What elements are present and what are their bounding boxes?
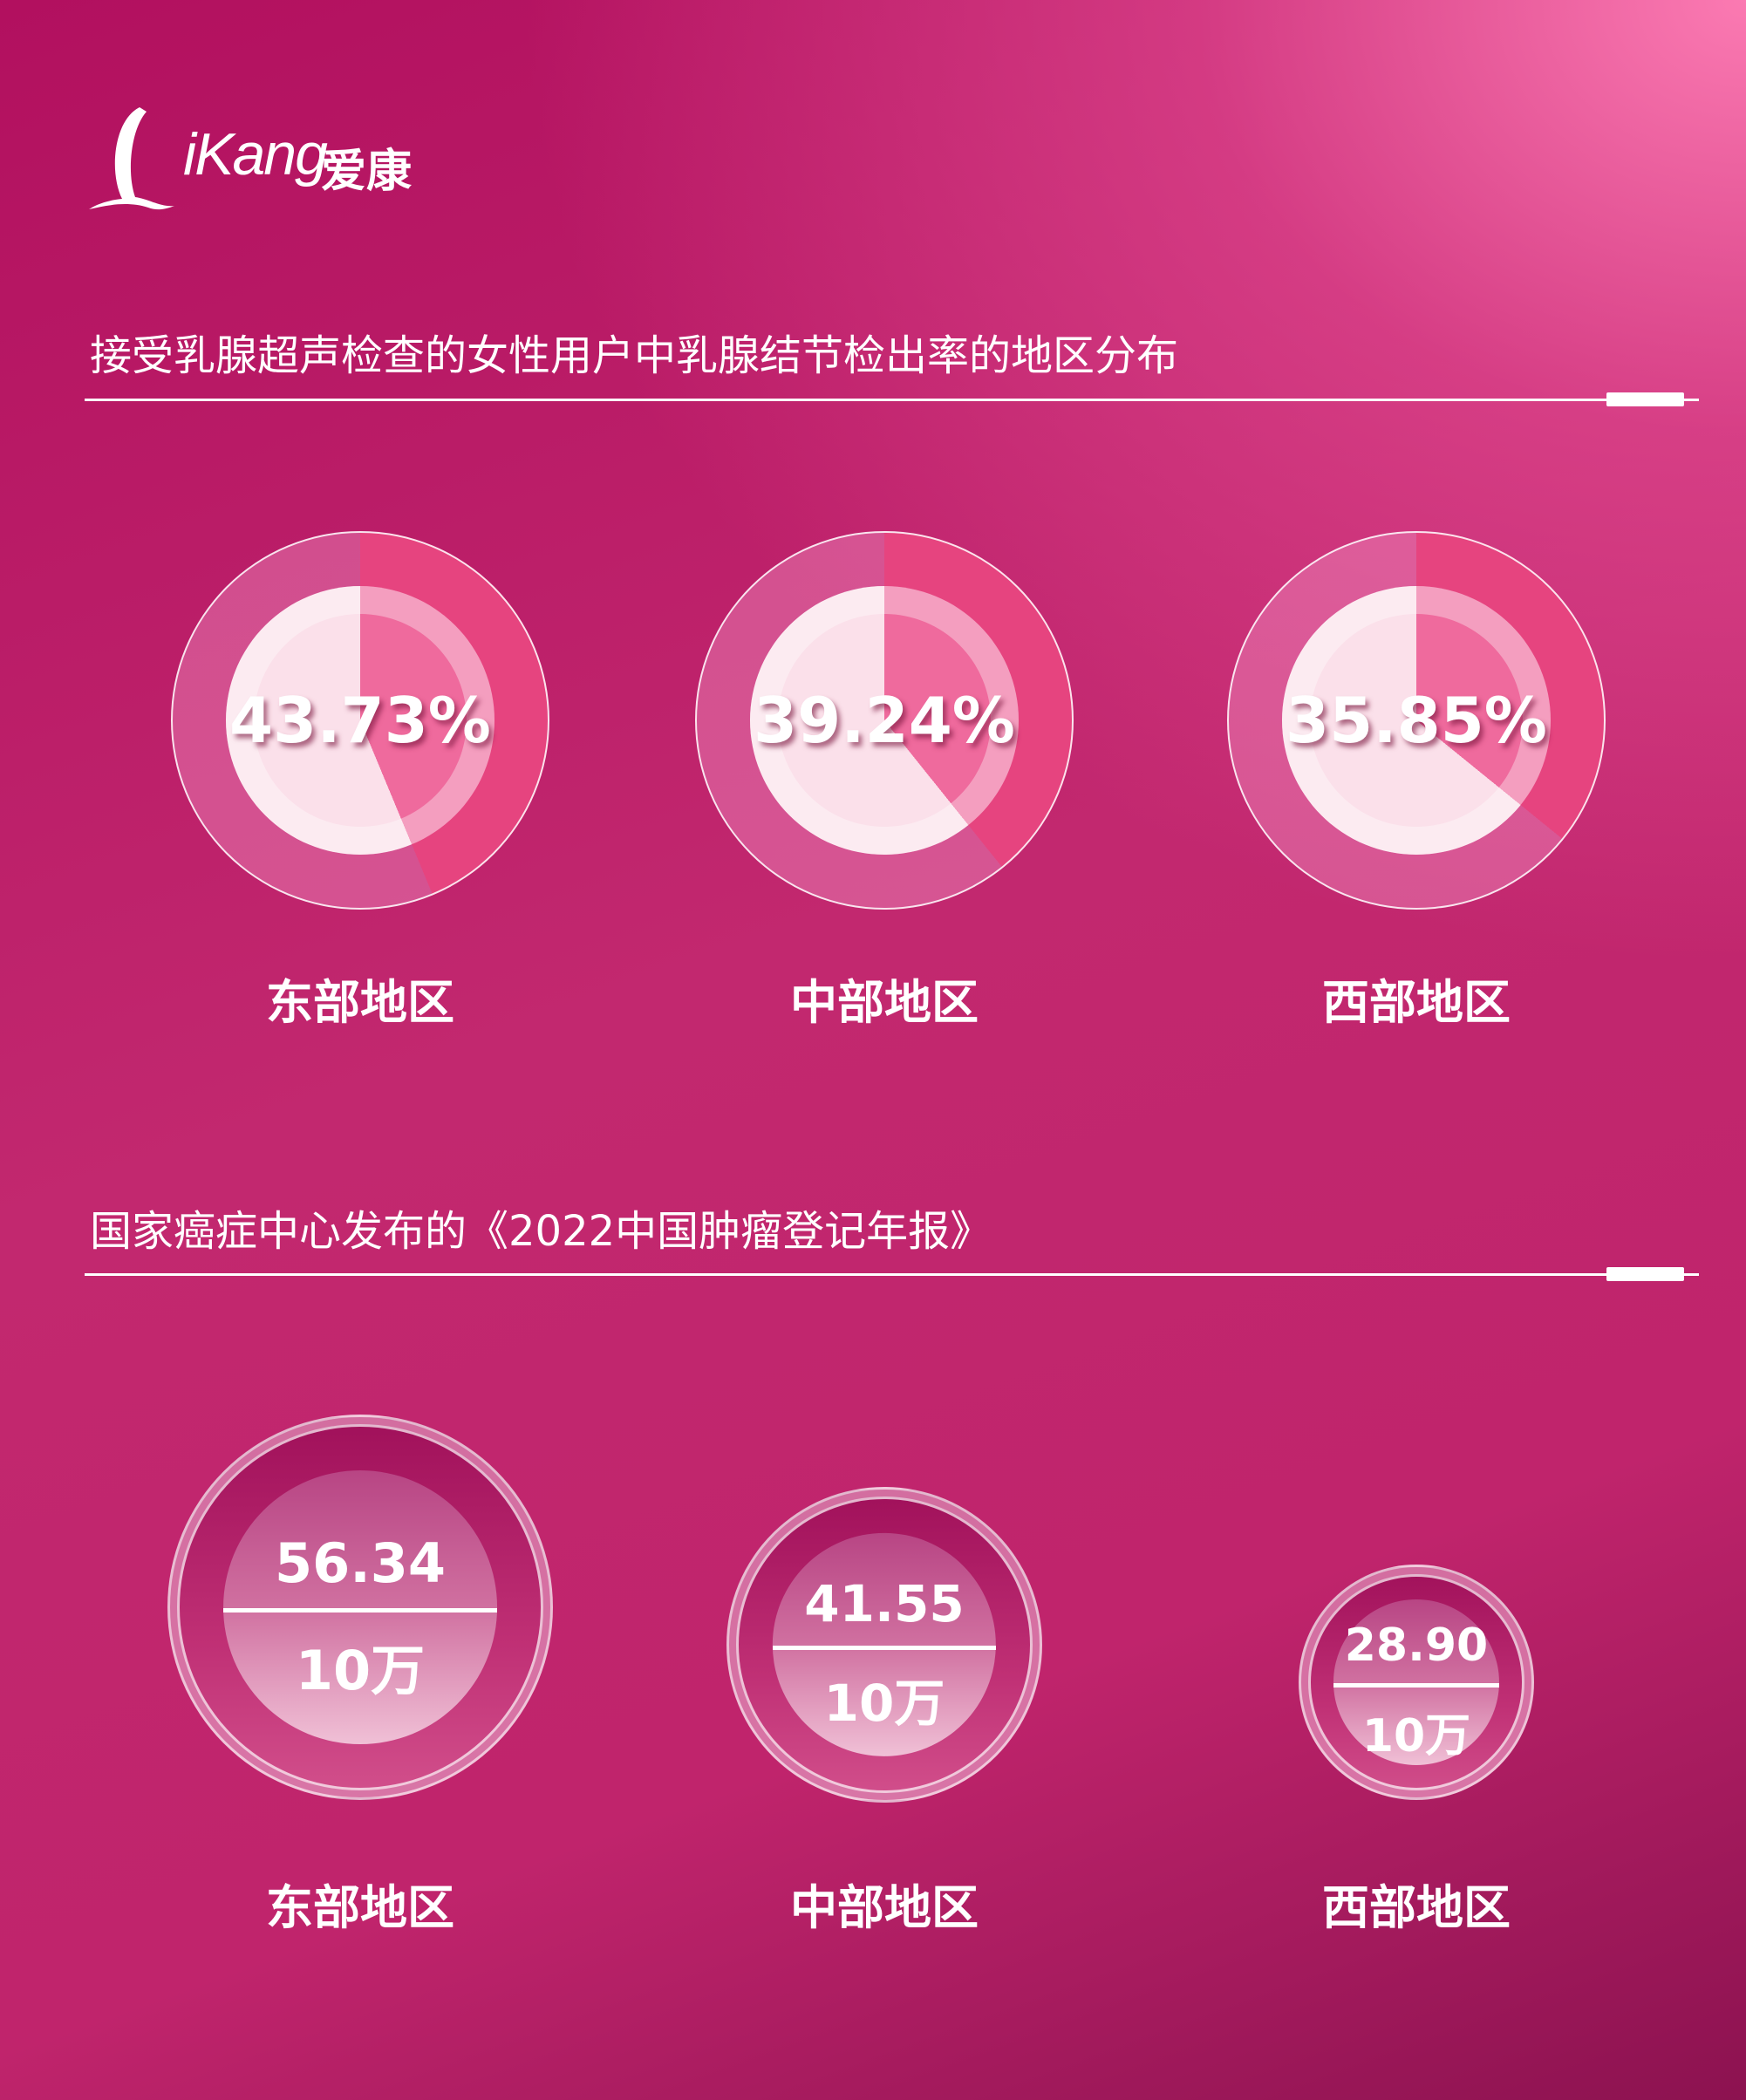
fraction-bar	[223, 1608, 497, 1612]
donut-inner	[1282, 586, 1551, 855]
percent-value: 39.24%	[754, 684, 1015, 757]
region-label: 西部地区	[1322, 1880, 1511, 1935]
section2-title: 国家癌症中心发布的《2022中国肿瘤登记年报》	[90, 1207, 992, 1256]
bubble-core	[223, 1470, 497, 1744]
divider	[85, 1273, 1699, 1276]
percent-value: 35.85%	[1286, 684, 1547, 757]
bubble-unit: 10万	[823, 1674, 945, 1734]
region-label: 东部地区	[266, 1880, 454, 1935]
ikang-logo: iKang 爱康	[87, 103, 419, 216]
bubble-unit: 10万	[295, 1638, 426, 1702]
bubble-core	[1333, 1599, 1500, 1766]
donut-inner	[750, 586, 1019, 855]
region-label: 中部地区	[790, 1880, 979, 1935]
donut-chart: 39.24%	[695, 531, 1074, 910]
bubble-value: 56.34	[274, 1531, 447, 1596]
bubble-unit: 10万	[1361, 1709, 1471, 1762]
value-bubble: 56.34 10万	[167, 1415, 553, 1800]
donut-chart: 35.85%	[1227, 531, 1606, 910]
value-bubble: 41.55 10万	[726, 1487, 1042, 1803]
percent-value: 43.73%	[229, 684, 491, 757]
bubble-value: 28.90	[1344, 1619, 1489, 1672]
region-label: 东部地区	[266, 975, 454, 1030]
donut-inner	[226, 586, 494, 855]
bubble-value: 41.55	[804, 1573, 965, 1633]
ribbon-icon	[89, 107, 174, 210]
divider-tab	[1606, 392, 1684, 406]
divider	[85, 399, 1699, 401]
divider-tab	[1606, 1267, 1684, 1281]
section1-title: 接受乳腺超声检查的女性用户中乳腺结节检出率的地区分布	[90, 331, 1179, 380]
value-bubble: 28.90 10万	[1299, 1565, 1534, 1800]
fraction-bar	[1333, 1683, 1500, 1688]
donut-chart: 43.73%	[171, 531, 549, 910]
region-label: 中部地区	[790, 975, 979, 1030]
region-label: 西部地区	[1322, 975, 1511, 1030]
fraction-bar	[772, 1646, 997, 1650]
bubble-core	[772, 1532, 997, 1757]
